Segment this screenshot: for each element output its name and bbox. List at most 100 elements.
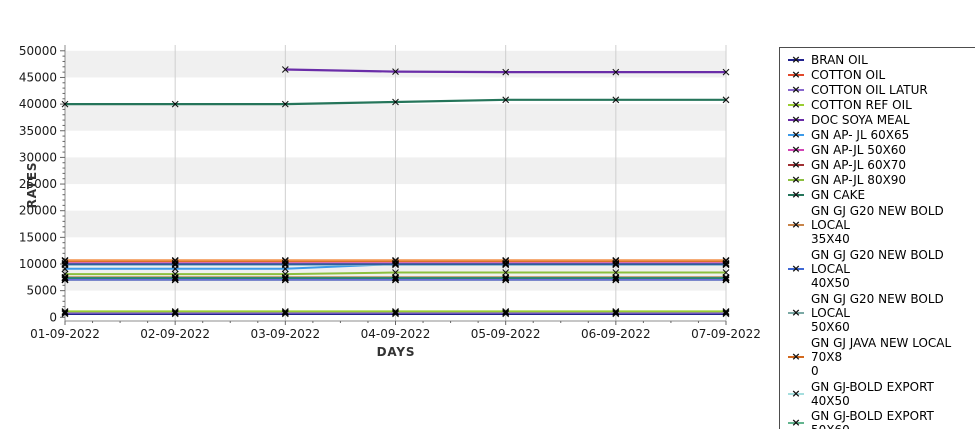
x-marker-icon: × xyxy=(791,218,801,232)
plot-axes: 0 5000 10000 15000 20000 25000 30000 35000 40000… xyxy=(19,44,761,341)
legend-item: × GN GJ G20 NEW BOLD LOCAL 50X60 xyxy=(786,292,975,334)
legend-item: × GN AP- JL 60X65 xyxy=(786,128,975,142)
series-marker-icon: × xyxy=(788,114,804,125)
x-marker-icon: × xyxy=(791,143,801,157)
y-tick-label: 25000 xyxy=(19,177,57,191)
x-tick-label: 02-09-2022 xyxy=(140,327,210,341)
legend-item: × GN GJ G20 NEW BOLD LOCAL 40X50 xyxy=(786,248,975,290)
y-tick-label: 5000 xyxy=(26,284,57,298)
x-marker-icon xyxy=(281,309,289,317)
x-marker-icon xyxy=(171,309,179,317)
legend-item-label: GN AP-JL 50X60 xyxy=(811,143,907,157)
x-tick-label: 03-09-2022 xyxy=(250,327,320,341)
x-marker-icon xyxy=(61,256,69,264)
x-marker-icon xyxy=(281,66,289,73)
x-axis-title: DAYS xyxy=(377,345,416,359)
x-marker-icon: × xyxy=(791,68,801,82)
x-marker-icon xyxy=(612,310,620,318)
x-marker-icon: × xyxy=(791,173,801,187)
x-marker-icon xyxy=(392,276,399,283)
x-marker-icon xyxy=(281,100,289,108)
x-marker-icon xyxy=(722,310,730,318)
x-marker-icon: × xyxy=(791,416,801,429)
x-marker-icon xyxy=(171,274,179,282)
series-marker-icon: × xyxy=(788,388,804,399)
x-marker-icon xyxy=(61,309,69,317)
x-marker-icon xyxy=(281,308,289,315)
x-marker-icon xyxy=(612,68,620,76)
x-marker-icon xyxy=(722,309,730,317)
y-tick-label: 10000 xyxy=(19,257,57,271)
legend-item-label: COTTON REF OIL xyxy=(811,98,912,112)
series-point-markers xyxy=(61,66,730,318)
series-marker-icon: × xyxy=(788,84,804,95)
legend-item: × GN AP-JL 80X90 xyxy=(786,173,975,187)
x-marker-icon xyxy=(281,256,289,264)
x-marker-icon: × xyxy=(791,158,801,172)
y-tick-label: 20000 xyxy=(19,204,57,218)
legend-item: × GN CAKE xyxy=(786,188,975,202)
legend-item-label: GN CAKE xyxy=(811,188,866,202)
x-marker-icon xyxy=(612,309,620,317)
x-marker-icon: × xyxy=(791,188,801,202)
x-marker-icon xyxy=(502,274,510,282)
legend-item-label: GN GJ G20 NEW BOLD LOCAL 35X40 xyxy=(811,204,944,246)
series-marker-icon: × xyxy=(788,307,804,318)
legend-item-label: GN GJ-BOLD EXPORT 50X60 xyxy=(811,409,934,429)
legend-item: × COTTON REF OIL xyxy=(786,98,975,112)
x-marker-icon xyxy=(612,96,620,104)
x-marker-icon xyxy=(171,276,179,283)
x-marker-icon xyxy=(61,259,69,267)
x-marker-icon: × xyxy=(791,387,801,401)
x-marker-icon: × xyxy=(791,98,801,112)
x-tick-label: 05-09-2022 xyxy=(471,327,541,341)
y-axis-title: RATES xyxy=(25,162,39,209)
legend-item-label: BRAN OIL xyxy=(811,53,868,67)
legend-item: × COTTON OIL LATUR xyxy=(786,83,975,97)
legend-item: × GN AP-JL 50X60 xyxy=(786,143,975,157)
series-marker-icon: × xyxy=(788,263,804,274)
y-tick-label: 45000 xyxy=(19,70,57,84)
x-marker-icon xyxy=(281,274,289,282)
x-marker-icon xyxy=(612,269,620,276)
x-marker-icon xyxy=(612,276,620,283)
x-marker-icon xyxy=(722,96,730,104)
x-marker-icon xyxy=(722,269,730,276)
legend-item: × COTTON OIL xyxy=(786,68,975,82)
chart-plot: 0 5000 10000 15000 20000 25000 30000 35000 40000… xyxy=(19,44,761,359)
x-marker-icon xyxy=(61,274,69,282)
x-marker-icon xyxy=(502,269,510,276)
x-marker-icon xyxy=(281,276,289,283)
x-tick-label: 01-09-2022 xyxy=(30,327,100,341)
x-marker-icon xyxy=(171,100,179,108)
legend-item: × GN AP-JL 60X70 xyxy=(786,158,975,172)
legend-item-label: GN AP-JL 80X90 xyxy=(811,173,907,187)
legend-item-label: GN AP- JL 60X65 xyxy=(811,128,910,142)
x-marker-icon xyxy=(502,259,510,267)
x-marker-icon xyxy=(722,274,730,282)
legend-item: × GN GJ-BOLD EXPORT 50X60 xyxy=(786,409,975,429)
x-marker-icon xyxy=(722,308,730,315)
series-marker-icon: × xyxy=(788,99,804,110)
series-marker-icon: × xyxy=(788,159,804,170)
x-marker-icon: × xyxy=(791,262,801,276)
series-marker-icon: × xyxy=(788,144,804,155)
series-marker-icon: × xyxy=(788,219,804,230)
legend-item: × GN GJ G20 NEW BOLD LOCAL 35X40 xyxy=(786,204,975,246)
legend-item: × GN GJ-BOLD EXPORT 40X50 xyxy=(786,380,975,408)
legend-item: × BRAN OIL xyxy=(786,53,975,67)
series-marker-icon: × xyxy=(788,189,804,200)
x-tick-label: 04-09-2022 xyxy=(361,327,431,341)
legend-item: × GN GJ JAVA NEW LOCAL 70X8 0 xyxy=(786,336,975,378)
x-marker-icon xyxy=(171,310,179,318)
x-marker-icon: × xyxy=(791,306,801,320)
y-tick-label: 50000 xyxy=(19,44,57,58)
legend-item-label: DOC SOYA MEAL xyxy=(811,113,910,127)
series-marker-icon: × xyxy=(788,129,804,140)
x-marker-icon xyxy=(171,259,179,267)
x-marker-icon: × xyxy=(791,83,801,97)
x-marker-icon: × xyxy=(791,113,801,127)
x-marker-icon xyxy=(392,309,399,317)
legend-item-label: COTTON OIL xyxy=(811,68,886,82)
legend-item-label: GN GJ G20 NEW BOLD LOCAL 40X50 xyxy=(811,248,944,290)
